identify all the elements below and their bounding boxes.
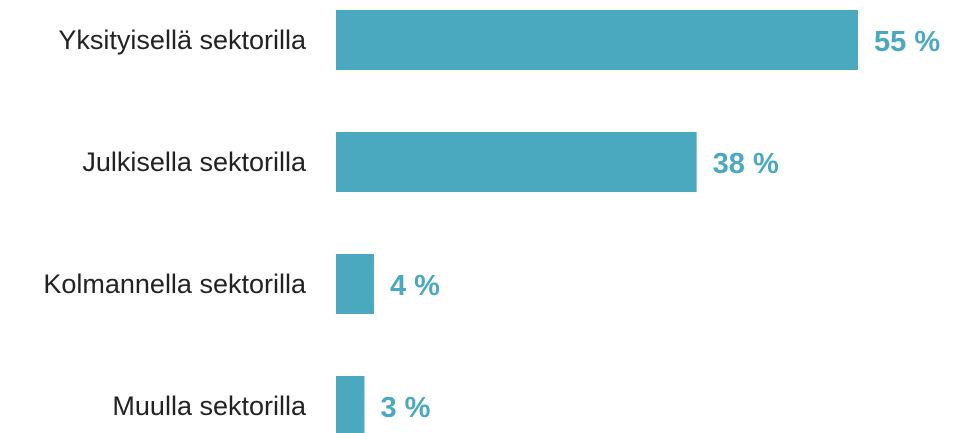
bar-kolmannella-sektorilla bbox=[336, 254, 374, 314]
value-label-kolmannella-sektorilla: 4 % bbox=[390, 270, 440, 302]
bars-layer bbox=[336, 10, 858, 433]
value-label-julkisella-sektorilla: 38 % bbox=[713, 148, 779, 180]
category-label-julkisella-sektorilla: Julkisella sektorilla bbox=[82, 147, 307, 177]
category-label-kolmannella-sektorilla: Kolmannella sektorilla bbox=[43, 269, 307, 299]
bar-yksityisella-sektorilla bbox=[336, 10, 858, 70]
category-label-yksityisella-sektorilla: Yksityisellä sektorilla bbox=[58, 25, 307, 55]
bar-julkisella-sektorilla bbox=[336, 132, 697, 192]
category-label-muulla-sektorilla: Muulla sektorilla bbox=[112, 391, 307, 421]
labels-layer: Yksityisellä sektorilla 55 % Julkisella se… bbox=[43, 25, 940, 424]
value-label-yksityisella-sektorilla: 55 % bbox=[874, 26, 940, 58]
bar-muulla-sektorilla bbox=[336, 376, 365, 433]
value-label-muulla-sektorilla: 3 % bbox=[380, 392, 430, 424]
